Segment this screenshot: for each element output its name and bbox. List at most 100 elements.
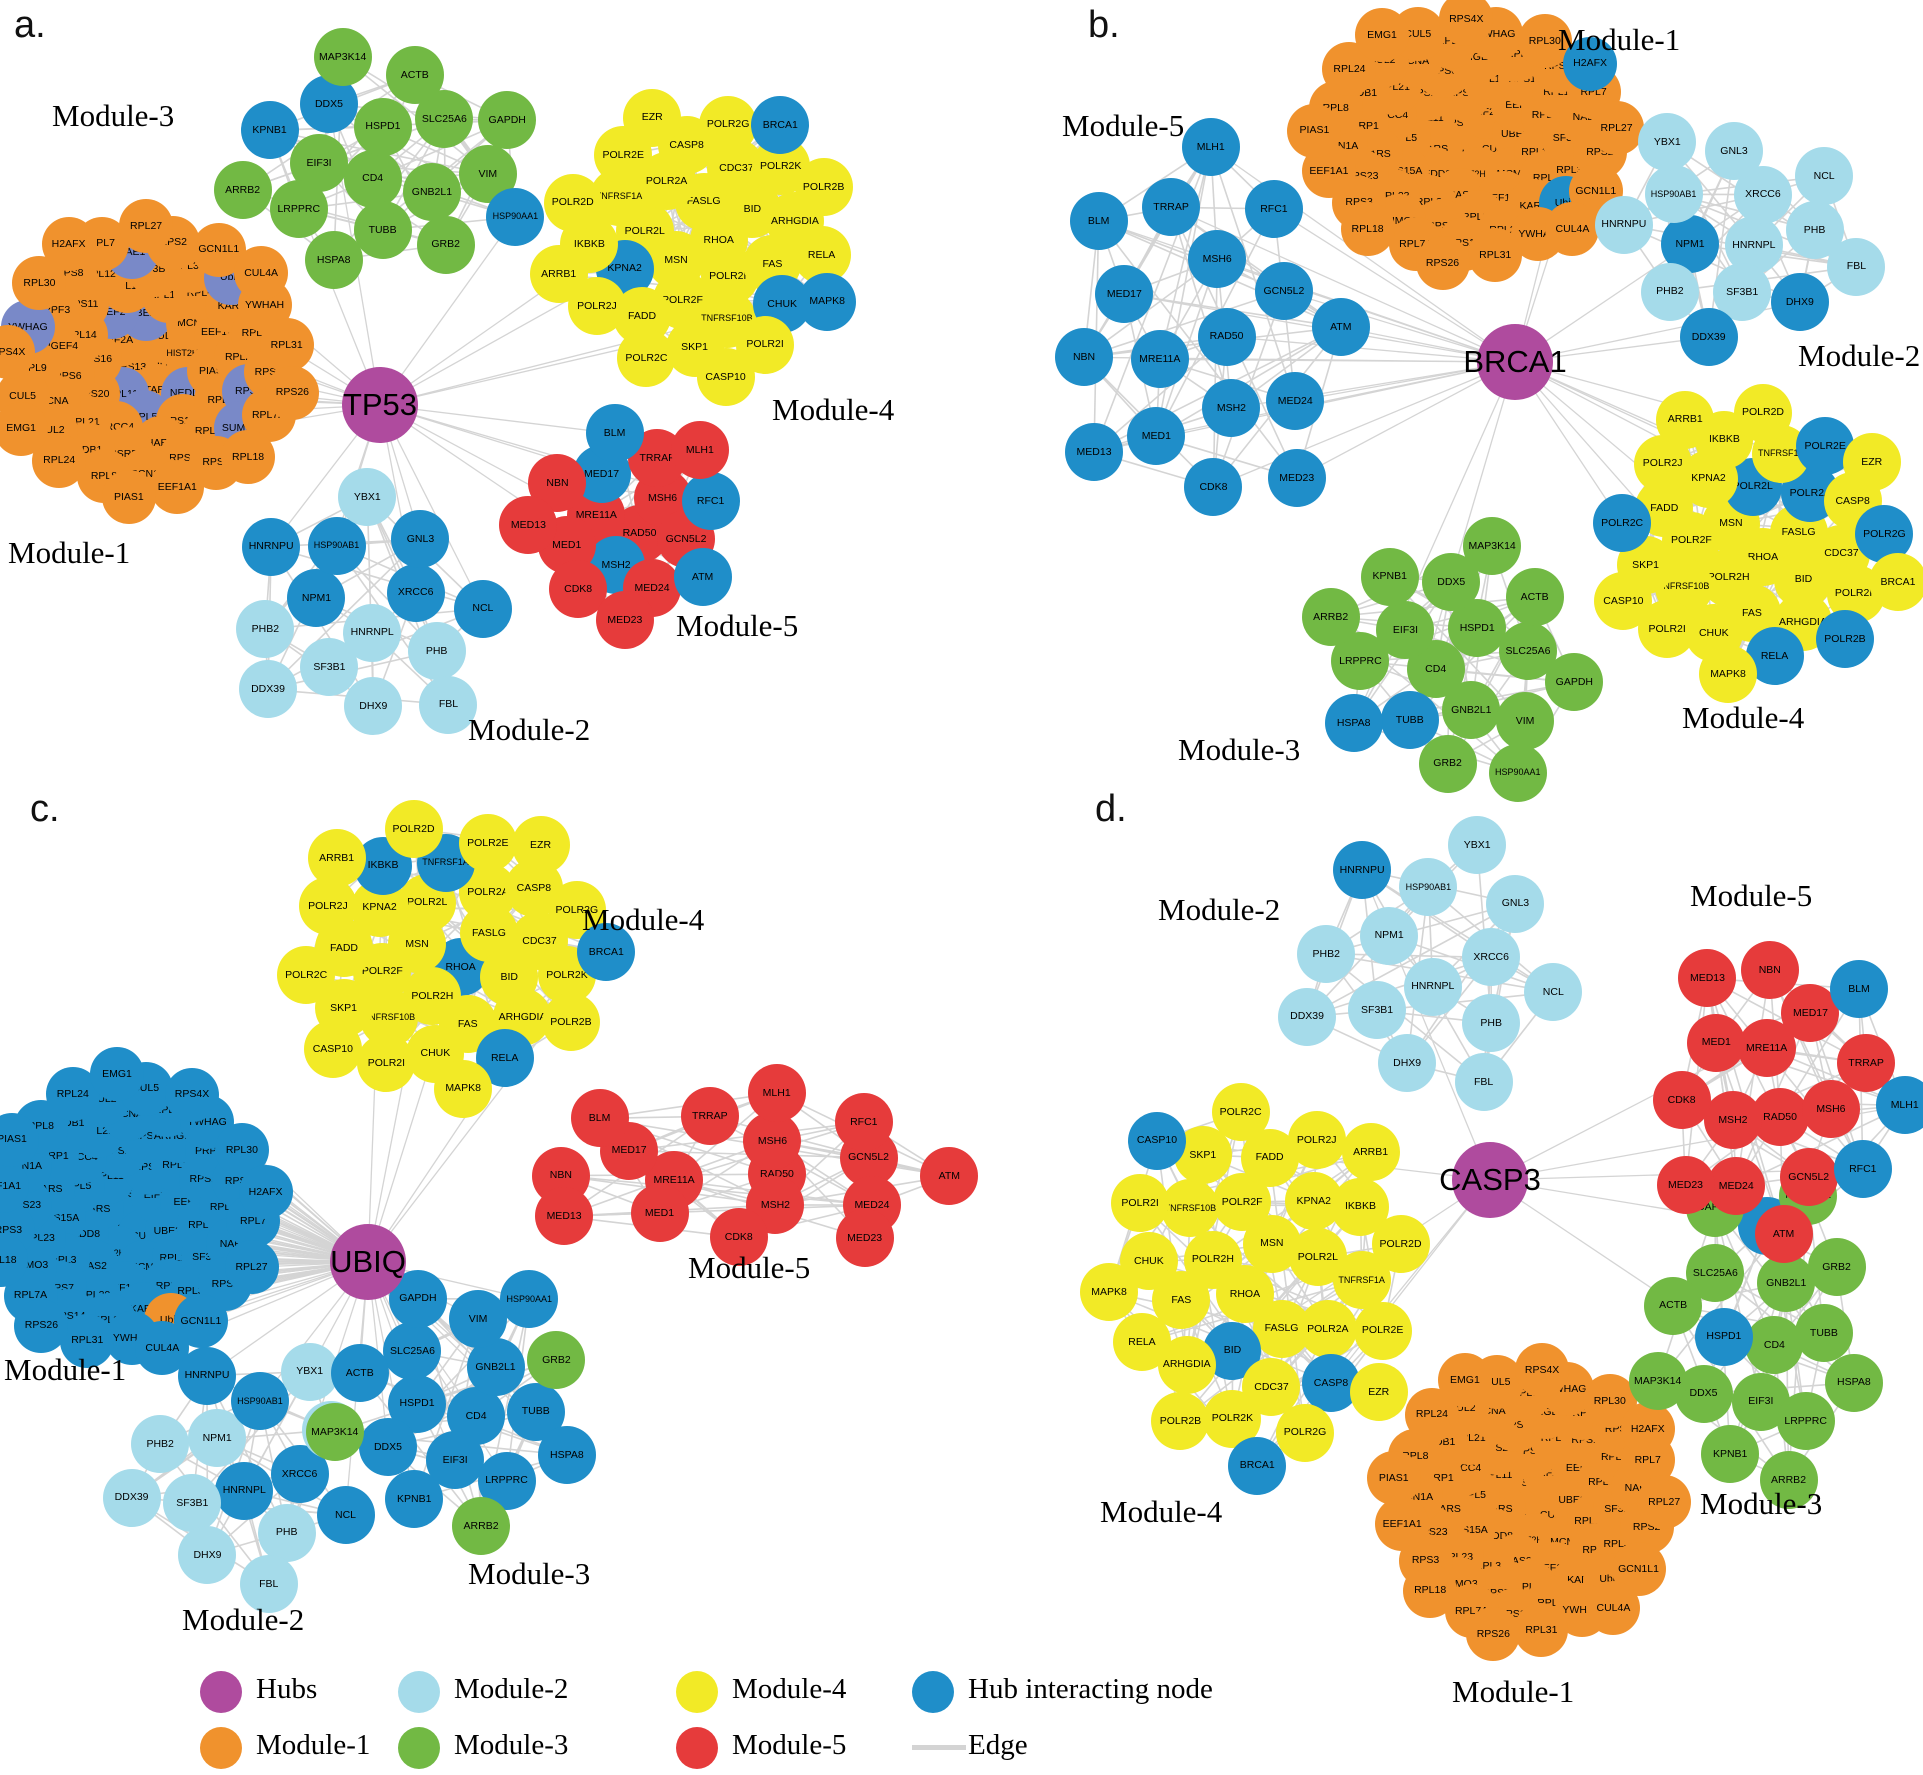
node-polr2j[interactable]: POLR2J bbox=[298, 877, 357, 936]
node-sf3b1[interactable]: SF3B1 bbox=[1713, 262, 1772, 321]
node-arrb1[interactable]: ARRB1 bbox=[307, 828, 366, 887]
node-casp8[interactable]: CASP8 bbox=[1301, 1353, 1360, 1412]
node-cul4a[interactable]: CUL4A bbox=[1545, 201, 1600, 256]
node-casp10[interactable]: CASP10 bbox=[303, 1020, 362, 1079]
node-emg1[interactable]: EMG1 bbox=[1437, 1352, 1492, 1407]
node-rpl31[interactable]: RPL31 bbox=[1468, 228, 1523, 283]
node-polr2a[interactable]: POLR2A bbox=[1298, 1299, 1357, 1358]
node-hsp90ab1[interactable]: HSP90AB1 bbox=[230, 1372, 289, 1431]
node-xrcc6[interactable]: XRCC6 bbox=[386, 563, 445, 622]
node-polr2e[interactable]: POLR2E bbox=[1353, 1301, 1412, 1360]
node-emg1[interactable]: EMG1 bbox=[0, 401, 49, 456]
node-kpnb1[interactable]: KPNB1 bbox=[385, 1470, 444, 1529]
node-gapdh[interactable]: GAPDH bbox=[478, 91, 537, 150]
node-arrb2[interactable]: ARRB2 bbox=[452, 1497, 511, 1556]
node-brca1[interactable]: BRCA1 bbox=[1868, 552, 1923, 611]
node-ezr[interactable]: EZR bbox=[623, 88, 682, 147]
node-slc25a6[interactable]: SLC25A6 bbox=[383, 1322, 442, 1381]
node-mlh1[interactable]: MLH1 bbox=[747, 1063, 806, 1122]
node-rps4x[interactable]: RPS4X bbox=[165, 1067, 219, 1122]
node-hnrnpu[interactable]: HNRNPU bbox=[1333, 841, 1392, 899]
hub-node-tp53[interactable]: TP53 bbox=[342, 367, 418, 443]
node-rfc1[interactable]: RFC1 bbox=[1244, 179, 1303, 238]
node-ybx1[interactable]: YBX1 bbox=[1448, 816, 1507, 875]
node-rps26[interactable]: RPS26 bbox=[265, 365, 320, 420]
node-actb[interactable]: ACTB bbox=[1505, 567, 1564, 626]
node-hnrnpl[interactable]: HNRNPL bbox=[215, 1461, 274, 1520]
node-atm[interactable]: ATM bbox=[1754, 1205, 1813, 1264]
node-cd4[interactable]: CD4 bbox=[1745, 1316, 1804, 1375]
node-cd4[interactable]: CD4 bbox=[343, 149, 402, 208]
node-gcn5l2[interactable]: GCN5L2 bbox=[1779, 1147, 1838, 1206]
node-hnrnpu[interactable]: HNRNPU bbox=[1594, 195, 1653, 254]
node-msh6[interactable]: MSH6 bbox=[1188, 230, 1247, 289]
node-polr2g[interactable]: POLR2G bbox=[699, 95, 758, 154]
hub-node-casp3[interactable]: CASP3 bbox=[1439, 1142, 1541, 1218]
node-fbl[interactable]: FBL bbox=[1827, 237, 1886, 296]
node-cdk8[interactable]: CDK8 bbox=[1652, 1070, 1711, 1129]
node-gapdh[interactable]: GAPDH bbox=[1545, 653, 1604, 712]
node-ddx5[interactable]: DDX5 bbox=[358, 1418, 417, 1477]
node-med1[interactable]: MED1 bbox=[630, 1183, 689, 1242]
node-map3k14[interactable]: MAP3K14 bbox=[1628, 1352, 1687, 1411]
node-ddx39[interactable]: DDX39 bbox=[1278, 987, 1337, 1046]
node-hnrnpl[interactable]: HNRNPL bbox=[1403, 957, 1462, 1016]
node-ddx39[interactable]: DDX39 bbox=[239, 660, 298, 719]
node-kpnb1[interactable]: KPNB1 bbox=[240, 101, 299, 160]
node-grb2[interactable]: GRB2 bbox=[416, 215, 475, 274]
node-blm[interactable]: BLM bbox=[1829, 959, 1888, 1018]
node-grb2[interactable]: GRB2 bbox=[1807, 1237, 1866, 1296]
node-hspa8[interactable]: HSPA8 bbox=[537, 1426, 596, 1485]
node-trrap[interactable]: TRRAP bbox=[680, 1087, 739, 1146]
node-cul4a[interactable]: CUL4A bbox=[1586, 1581, 1641, 1636]
node-med1[interactable]: MED1 bbox=[1127, 407, 1186, 466]
node-ybx1[interactable]: YBX1 bbox=[338, 467, 397, 526]
node-gnl3[interactable]: GNL3 bbox=[391, 510, 450, 569]
node-blm[interactable]: BLM bbox=[585, 404, 644, 463]
node-phb[interactable]: PHB bbox=[407, 621, 466, 680]
node-ybx1[interactable]: YBX1 bbox=[1638, 113, 1697, 172]
node-ybx1[interactable]: YBX1 bbox=[280, 1342, 339, 1401]
node-msh2[interactable]: MSH2 bbox=[1703, 1091, 1762, 1150]
node-rpl27[interactable]: RPL27 bbox=[119, 198, 174, 253]
node-fbl[interactable]: FBL bbox=[239, 1554, 298, 1613]
node-pias1[interactable]: PIAS1 bbox=[1366, 1451, 1421, 1506]
node-med17[interactable]: MED17 bbox=[1781, 984, 1840, 1043]
node-arrb2[interactable]: ARRB2 bbox=[1759, 1450, 1818, 1509]
node-polr2b[interactable]: POLR2B bbox=[541, 992, 600, 1051]
node-polr2d[interactable]: POLR2D bbox=[1734, 383, 1792, 442]
node-rps26[interactable]: RPS26 bbox=[14, 1298, 69, 1353]
node-polr2i[interactable]: POLR2I bbox=[357, 1033, 416, 1092]
node-map3k14[interactable]: MAP3K14 bbox=[305, 1403, 364, 1462]
node-tubb[interactable]: TUBB bbox=[1380, 691, 1439, 750]
node-vim[interactable]: VIM bbox=[449, 1290, 508, 1349]
node-rad50[interactable]: RAD50 bbox=[1197, 307, 1256, 366]
node-msh6[interactable]: MSH6 bbox=[1801, 1080, 1860, 1139]
node-mlh1[interactable]: MLH1 bbox=[1875, 1076, 1923, 1135]
node-ddx39[interactable]: DDX39 bbox=[102, 1468, 161, 1527]
node-phb2[interactable]: PHB2 bbox=[236, 600, 295, 659]
node-mre11a[interactable]: MRE11A bbox=[1130, 330, 1189, 389]
node-rpl27[interactable]: RPL27 bbox=[1637, 1475, 1692, 1530]
node-polr2c[interactable]: POLR2C bbox=[1211, 1083, 1270, 1142]
node-hsp90ab1[interactable]: HSP90AB1 bbox=[1399, 858, 1458, 917]
node-casp10[interactable]: CASP10 bbox=[1594, 572, 1653, 631]
node-dhx9[interactable]: DHX9 bbox=[1378, 1034, 1437, 1093]
node-polr2d[interactable]: POLR2D bbox=[1371, 1214, 1430, 1273]
node-ddx39[interactable]: DDX39 bbox=[1679, 308, 1738, 367]
node-gnb2l1[interactable]: GNB2L1 bbox=[1442, 681, 1501, 740]
node-polr2e[interactable]: POLR2E bbox=[458, 813, 517, 872]
node-rpl18[interactable]: RPL18 bbox=[221, 430, 276, 485]
node-polr2c[interactable]: POLR2C bbox=[617, 328, 676, 387]
node-mapk8[interactable]: MAPK8 bbox=[798, 272, 857, 331]
node-arrb1[interactable]: ARRB1 bbox=[1656, 390, 1715, 449]
node-nbn[interactable]: NBN bbox=[1740, 941, 1799, 1000]
node-rps26[interactable]: RPS26 bbox=[1466, 1606, 1521, 1661]
node-polr2c[interactable]: POLR2C bbox=[1593, 494, 1652, 553]
node-phb2[interactable]: PHB2 bbox=[1640, 262, 1699, 321]
node-ezr[interactable]: EZR bbox=[1842, 433, 1901, 492]
node-atm[interactable]: ATM bbox=[920, 1147, 979, 1206]
node-hspa8[interactable]: HSPA8 bbox=[1324, 694, 1383, 753]
node-arrb1[interactable]: ARRB1 bbox=[529, 245, 588, 304]
node-med13[interactable]: MED13 bbox=[535, 1187, 594, 1246]
